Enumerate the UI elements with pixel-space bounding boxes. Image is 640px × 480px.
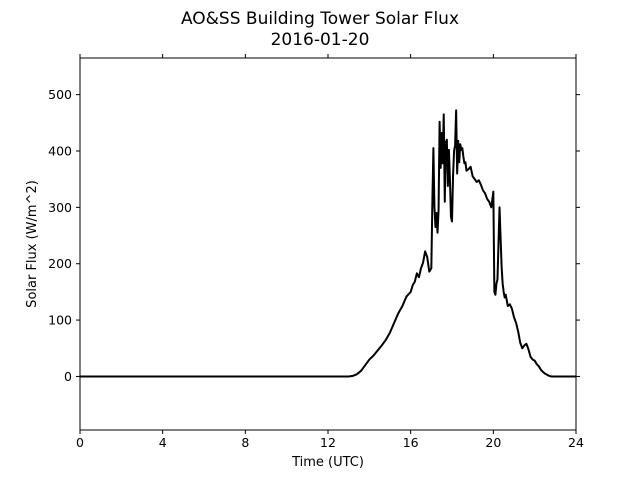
axis-ticks: 0 4 8 12 16 20 24 0 100 200 300 400 500 (48, 54, 584, 450)
y-tick-label: 0 (64, 369, 72, 384)
solar-flux-line (79, 109, 577, 378)
x-tick-label: 16 (403, 435, 419, 450)
y-tick-label: 300 (48, 200, 72, 215)
chart-subtitle: 2016-01-20 (271, 30, 370, 50)
chart-title: AO&SS Building Tower Solar Flux (181, 9, 459, 29)
x-tick-label: 12 (320, 435, 336, 450)
y-tick-label: 400 (48, 144, 72, 159)
y-tick-label: 200 (48, 256, 72, 271)
x-tick-label: 8 (241, 435, 249, 450)
x-tick-label: 20 (485, 435, 501, 450)
x-tick-label: 0 (76, 435, 84, 450)
x-tick-label: 4 (159, 435, 167, 450)
x-tick-label: 24 (568, 435, 584, 450)
y-axis-label: Solar Flux (W/m^2) (25, 180, 40, 308)
x-axis-label: Time (UTC) (291, 455, 364, 470)
y-tick-label: 500 (48, 87, 72, 102)
y-tick-label: 100 (48, 313, 72, 328)
